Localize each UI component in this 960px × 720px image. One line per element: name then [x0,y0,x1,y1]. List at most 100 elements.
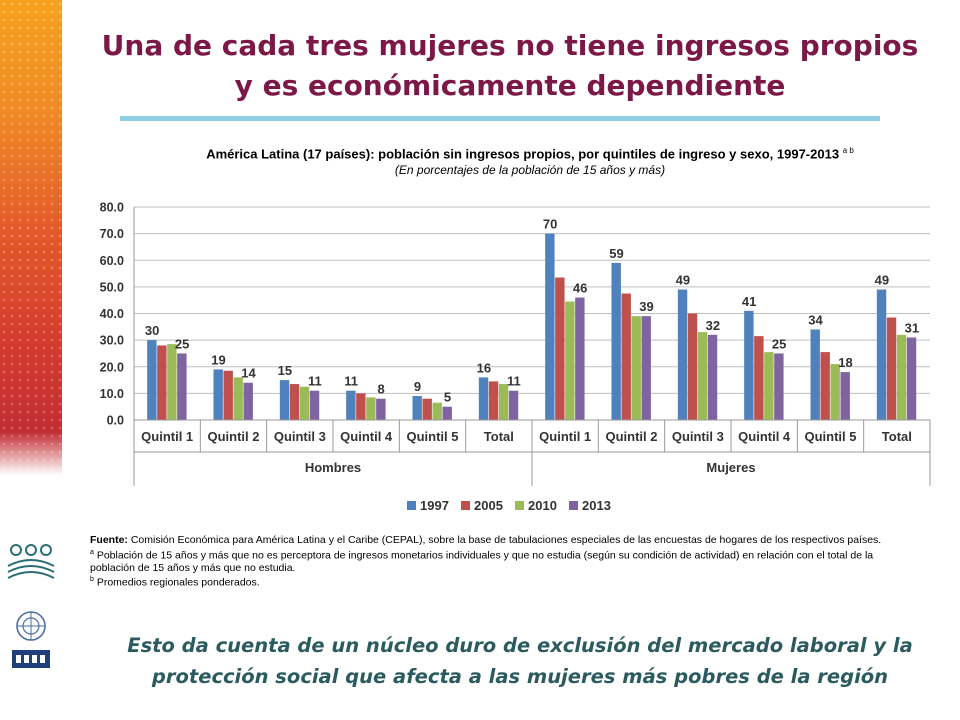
chart-title: América Latina (17 países): población si… [100,146,960,161]
source-text: Comisión Económica para América Latina y… [130,534,882,546]
bar-chart: 0.0 10.0 20.0 30.0 40.0 50.0 60.0 70.0 80.0 30 19 1… [100,201,931,513]
bar-1997 [876,289,887,420]
bar-2013 [641,316,651,420]
bar-2005 [422,398,432,420]
conclusion-line-1: Esto da cuenta de un núcleo duro de excl… [127,634,913,657]
slide-title: Una de cada tres mujeres no tiene ingres… [90,26,930,106]
category-label: Quintil 3 [274,429,326,444]
slide-title-line-1: Una de cada tres mujeres no tiene ingres… [101,29,919,62]
y-tick-label: 50.0 [100,280,124,294]
conclusion-text: Esto da cuenta de un núcleo duro de excl… [100,630,940,692]
source-label: Fuente: [90,534,128,546]
footnote-a-text: Población de 15 años y más que no es per… [90,549,874,574]
bar-2005 [754,336,764,420]
data-label: 15 [278,363,292,378]
data-label: 30 [145,323,159,338]
legend-label: 2013 [582,498,611,513]
bar-2005 [223,370,233,420]
bar-2010 [498,384,509,420]
bar-2010 [233,377,243,420]
bar-2013 [177,353,187,420]
chart-subtitle: (En porcentajes de la población de 15 añ… [394,163,666,177]
data-label: 34 [808,312,823,327]
group-label: Mujeres [706,460,755,475]
bar-1997 [810,329,820,420]
bar-2013 [840,372,850,420]
data-label: 49 [676,273,690,288]
data-label: 16 [477,360,491,375]
category-label: Quintil 4 [340,429,393,444]
data-label: 19 [211,352,225,367]
bar-2005 [488,381,499,420]
bar-2010 [167,344,177,420]
bar-2013 [243,382,253,420]
bar-2005 [289,384,300,420]
bar-1997 [545,233,555,420]
bar-2010 [896,334,907,420]
category-label: Total [882,429,912,444]
category-label: Quintil 2 [606,429,658,444]
bar-1997 [412,396,422,420]
legend-swatch [407,501,416,510]
legend-label: 1997 [420,498,449,513]
data-label: 14 [241,366,256,381]
y-tick-label: 70.0 [100,227,124,241]
side-band-texture [0,0,62,470]
bar-2005 [687,313,698,420]
bar-1997 [611,262,621,420]
y-tick-label: 80.0 [100,201,124,215]
bar-2013 [774,353,784,420]
category-label: Quintil 2 [208,429,260,444]
legend-swatch [515,501,524,510]
slide-title-line-2: y es económicamente dependiente [234,69,786,102]
data-label: 18 [838,355,852,370]
bar-2013 [707,334,718,420]
bar-2013 [376,398,386,420]
bar-2010 [432,402,442,420]
legend-label: 2005 [474,498,503,513]
y-tick-label: 30.0 [100,334,124,348]
legend-swatch [569,501,578,510]
decorative-side-band [0,0,62,720]
data-label: 70 [543,217,557,232]
bar-2005 [356,393,366,420]
category-label: Quintil 4 [738,429,791,444]
data-label: 11 [308,374,322,389]
category-label: Quintil 1 [539,429,591,444]
category-label: Quintil 5 [805,429,857,444]
footnote-a-mark: a [90,548,94,556]
bar-2013 [575,297,585,420]
bar-2005 [820,352,830,420]
data-label: 59 [609,246,623,261]
category-label: Quintil 1 [141,429,193,444]
bar-1997 [279,380,290,420]
un-cepal-emblem [12,611,50,668]
bar-2010 [299,386,310,420]
footnote-b: b Promedios regionales ponderados. [90,574,910,589]
bar-1997 [346,390,356,420]
legend-label: 2010 [528,498,557,513]
data-label: 11 [344,374,358,389]
bar-2010 [697,332,708,420]
data-label: 8 [378,382,385,397]
data-label: 39 [639,299,653,314]
bar-2013 [309,390,320,420]
footnote-b-text: Promedios regionales ponderados. [96,576,260,589]
conclusion-line-2: protección social que afecta a las mujer… [151,665,889,688]
data-label: 25 [772,336,786,351]
bar-2005 [555,277,565,420]
bar-2010 [764,352,774,420]
data-label: 5 [444,390,451,405]
data-label: 41 [742,294,756,309]
bar-2010 [565,301,575,420]
data-label: 25 [175,336,189,351]
data-label: 49 [875,273,889,288]
title-underline [120,116,880,121]
chart-title-text: América Latina (17 países): población si… [206,146,840,162]
bar-1997 [213,369,223,420]
data-label: 9 [414,379,421,394]
bar-2005 [886,317,897,420]
group-label: Hombres [305,460,361,475]
bar-2005 [157,345,167,420]
bar-2010 [631,316,641,420]
